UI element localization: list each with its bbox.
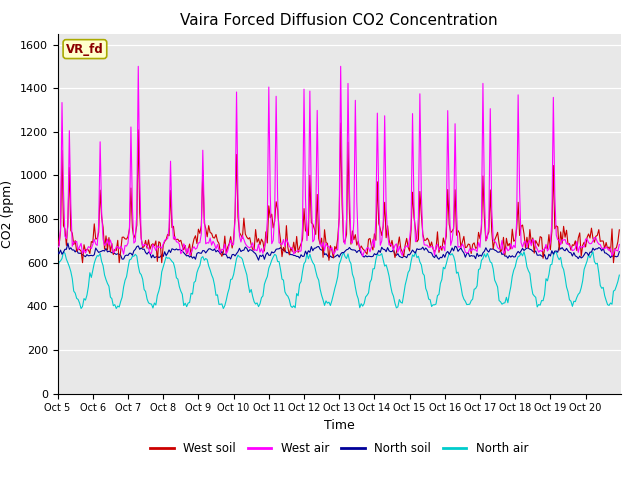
Legend: West soil, West air, North soil, North air: West soil, West air, North soil, North a… (145, 437, 533, 460)
Title: Vaira Forced Diffusion CO2 Concentration: Vaira Forced Diffusion CO2 Concentration (180, 13, 498, 28)
Text: VR_fd: VR_fd (66, 43, 104, 56)
X-axis label: Time: Time (324, 419, 355, 432)
Y-axis label: CO2 (ppm): CO2 (ppm) (1, 180, 14, 248)
